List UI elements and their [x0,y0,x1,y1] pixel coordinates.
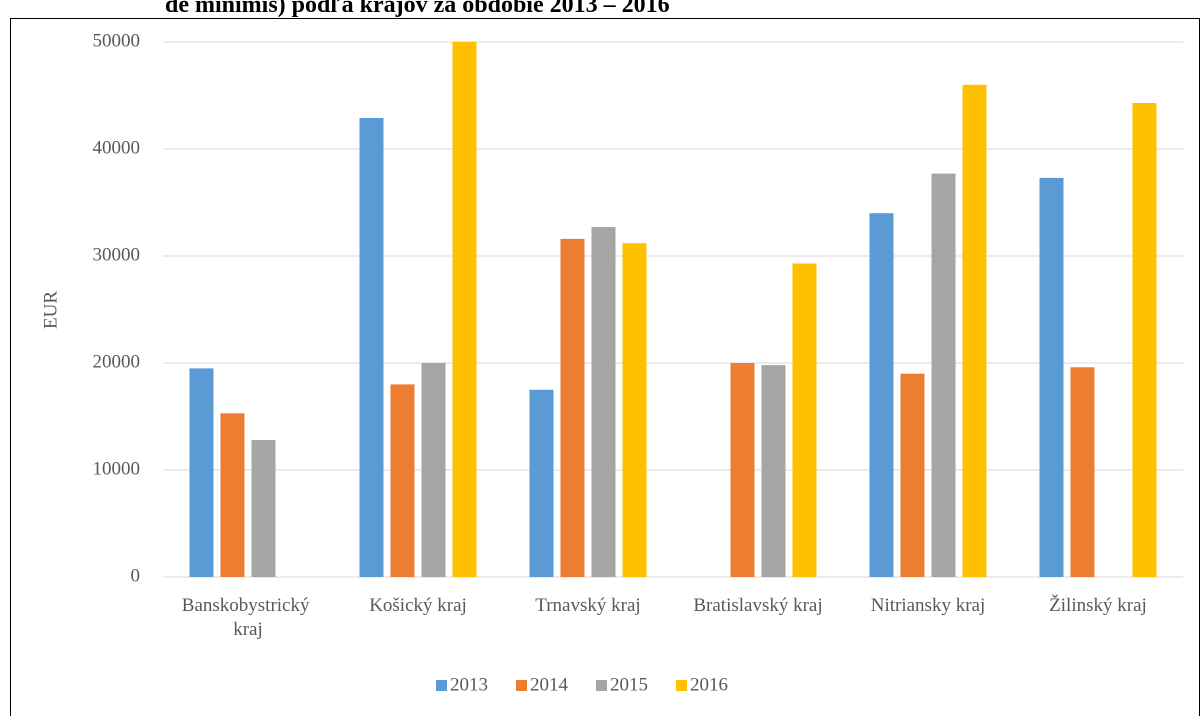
x-tick-label: Žilinský kraj [1049,594,1147,616]
chart-title: de minimis) podľa krajov za obdobie 2013… [165,0,670,18]
y-tick-label: 0 [131,565,141,586]
x-tick-label: Banskobystrický kraj [182,595,314,640]
y-tick-label: 10000 [93,458,141,479]
bar [251,440,276,577]
bar [220,413,245,577]
y-axis-label: EUR [40,291,61,329]
y-tick-label: 20000 [93,351,141,372]
bar [869,213,894,577]
chart-border [10,18,1200,716]
bar [189,368,214,577]
bar [730,363,755,577]
bar [622,243,647,577]
legend-swatch [516,680,527,691]
bar [761,365,786,577]
bar [962,84,987,578]
bar [900,373,925,577]
bar [452,42,477,577]
y-tick-label: 30000 [93,244,141,265]
bar [421,363,446,577]
bar [1132,102,1157,578]
legend-swatch [676,680,687,691]
bar [591,227,616,578]
bar [931,173,956,578]
y-tick-label: 50000 [93,30,141,51]
bar [1039,177,1064,577]
bar [529,389,554,577]
x-tick-label: Bratislavský kraj [693,595,822,616]
legend-swatch [596,680,607,691]
y-tick-label: 40000 [93,137,141,158]
legend-label: 2016 [690,674,728,695]
x-tick-label: Nitriansky kraj [871,595,986,616]
legend-label: 2014 [530,674,569,695]
x-tick-label: Trnavský kraj [535,595,640,616]
legend-label: 2013 [450,674,488,695]
bar [390,384,415,577]
bar [560,238,585,577]
bar [359,117,384,577]
legend-label: 2015 [610,674,648,695]
legend-swatch [436,680,447,691]
bar [1070,367,1095,577]
x-tick-label: Košický kraj [369,595,467,616]
bar [792,263,817,577]
